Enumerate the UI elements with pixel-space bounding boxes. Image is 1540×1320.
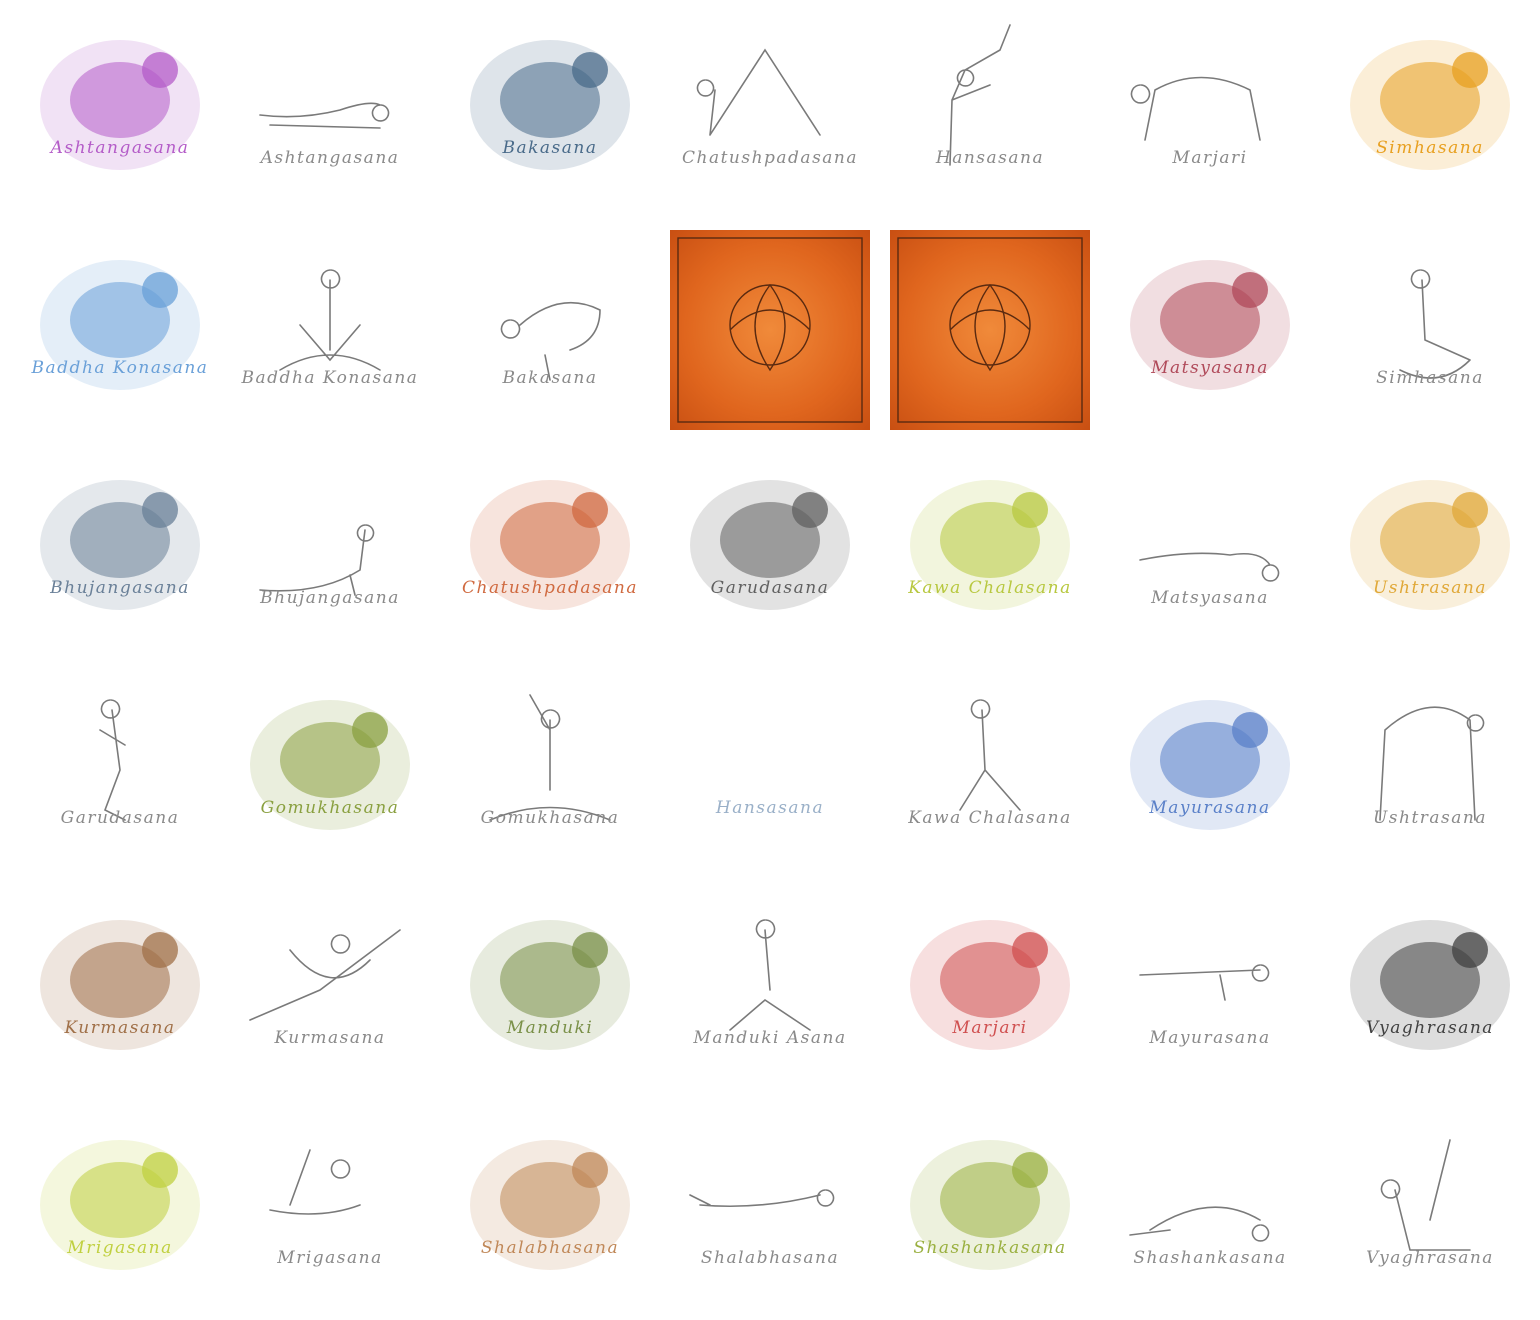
peacock-illustration [1130,700,1290,830]
bear-illustration [470,480,630,610]
tile-mrigasana[interactable]: Mrigasana [20,1110,220,1310]
lotus-icon [897,237,1083,423]
tile-kurmasana[interactable]: Kurmasana [20,890,220,1090]
tile-ushtrasana[interactable]: Ushtrasana [1330,450,1530,650]
tile-vyaghrasana[interactable]: Vyaghrasana [1330,890,1530,1090]
tile-mrigasana[interactable]: Mrigasana [230,1110,430,1310]
tile-lotus-icon[interactable] [890,230,1090,430]
calf-illustration [250,700,410,830]
deer-illustration [40,1140,200,1270]
tile-ushtrasana[interactable]: Ushtrasana [1330,670,1530,870]
tiger-illustration [1350,920,1510,1050]
pose-sketch [489,694,611,821]
tile-matsyasana[interactable]: Matsyasana [1110,230,1310,430]
fish-illustration [1130,260,1290,390]
tile-gomukhasana[interactable]: Gomukhasana [230,670,430,870]
crane-illustration [470,40,630,170]
tile-baddha-konasana[interactable]: Baddha Konasana [230,230,430,430]
tile-shalabhasana[interactable]: Shalabhasana [450,1110,650,1310]
pose-sketch [959,699,1021,811]
tile-shalabhasana[interactable]: Shalabhasana [670,1110,870,1310]
tile-chatushpadasana[interactable]: Chatushpadasana [450,450,650,650]
tile-garudasana[interactable]: Garudasana [20,670,220,870]
cobra-illustration [40,480,200,610]
mantis-illustration [470,1140,630,1270]
cat-illustration [910,920,1070,1050]
tile-baddha-konasana[interactable]: Baddha Konasana [20,230,220,430]
tile-marjari[interactable]: Marjari [890,890,1090,1090]
tile-manduki[interactable]: Manduki [450,890,650,1090]
tile-kurmasana[interactable]: Kurmasana [230,890,430,1090]
pose-sketch [689,1189,835,1208]
tile-ashtangasana[interactable]: Ashtangasana [20,10,220,210]
tile-mayurasana[interactable]: Mayurasana [1110,890,1310,1090]
caterpillar-illustration [40,40,200,170]
tile-kawa-chalasana[interactable]: Kawa Chalasana [890,450,1090,650]
pose-sketch [99,699,126,821]
pose-sketch [1399,269,1471,379]
tile-shashankasana[interactable]: Shashankasana [1110,1110,1310,1310]
tile-bhujangasana[interactable]: Bhujangasana [20,450,220,650]
tile-ganesha-icon[interactable] [670,230,870,430]
tile-manduki-asana[interactable]: Manduki Asana [670,890,870,1090]
pose-sketch [259,102,390,129]
butterfly-illustration [40,260,200,390]
pose-sketch [249,929,401,1021]
pose-sketch [1130,76,1261,141]
tile-simhasana[interactable]: Simhasana [1330,10,1530,210]
tile-bakasana[interactable]: Bakasana [450,10,650,210]
pose-sketch [949,24,1011,166]
pose-sketch [696,48,821,136]
tile-bakasana[interactable]: Bakasana [450,230,650,430]
pose-sketch [269,1149,361,1215]
hare-illustration [910,1140,1070,1270]
tile-simhasana[interactable]: Simhasana [1330,230,1530,430]
pose-sketch [259,524,375,596]
tile-mayurasana[interactable]: Mayurasana [1110,670,1310,870]
tile-kawa-chalasana[interactable]: Kawa Chalasana [890,670,1090,870]
swan-illustration [690,700,850,830]
pose-sketch [500,302,601,381]
pose-sketch [1139,964,1270,1001]
tile-hansasana[interactable]: Hansasana [670,670,870,870]
camel-illustration [1350,480,1510,610]
tile-bhujangasana[interactable]: Bhujangasana [230,450,430,650]
pose-sketch [1379,706,1485,821]
tile-ashtangasana[interactable]: Ashtangasana [230,10,430,210]
tile-chatushpadasana[interactable]: Chatushpadasana [670,10,870,210]
lion-illustration [1350,40,1510,170]
ganesha-icon [677,237,863,423]
tile-gomukhasana[interactable]: Gomukhasana [450,670,650,870]
turtle-illustration [40,920,200,1050]
crow-illustration [910,480,1070,610]
pose-sketch [279,269,381,371]
tile-garudasana[interactable]: Garudasana [670,450,870,650]
pose-sketch [1129,1206,1270,1242]
pose-sketch [729,919,811,1031]
tile-marjari[interactable]: Marjari [1110,10,1310,210]
pose-sketch [1380,1139,1471,1251]
pose-sketch [1139,552,1280,582]
eagle-illustration [690,480,850,610]
tile-shashankasana[interactable]: Shashankasana [890,1110,1090,1310]
frog-illustration [470,920,630,1050]
tile-hansasana[interactable]: Hansasana [890,10,1090,210]
tile-matsyasana[interactable]: Matsyasana [1110,450,1310,650]
tile-vyaghrasana[interactable]: Vyaghrasana [1330,1110,1530,1310]
